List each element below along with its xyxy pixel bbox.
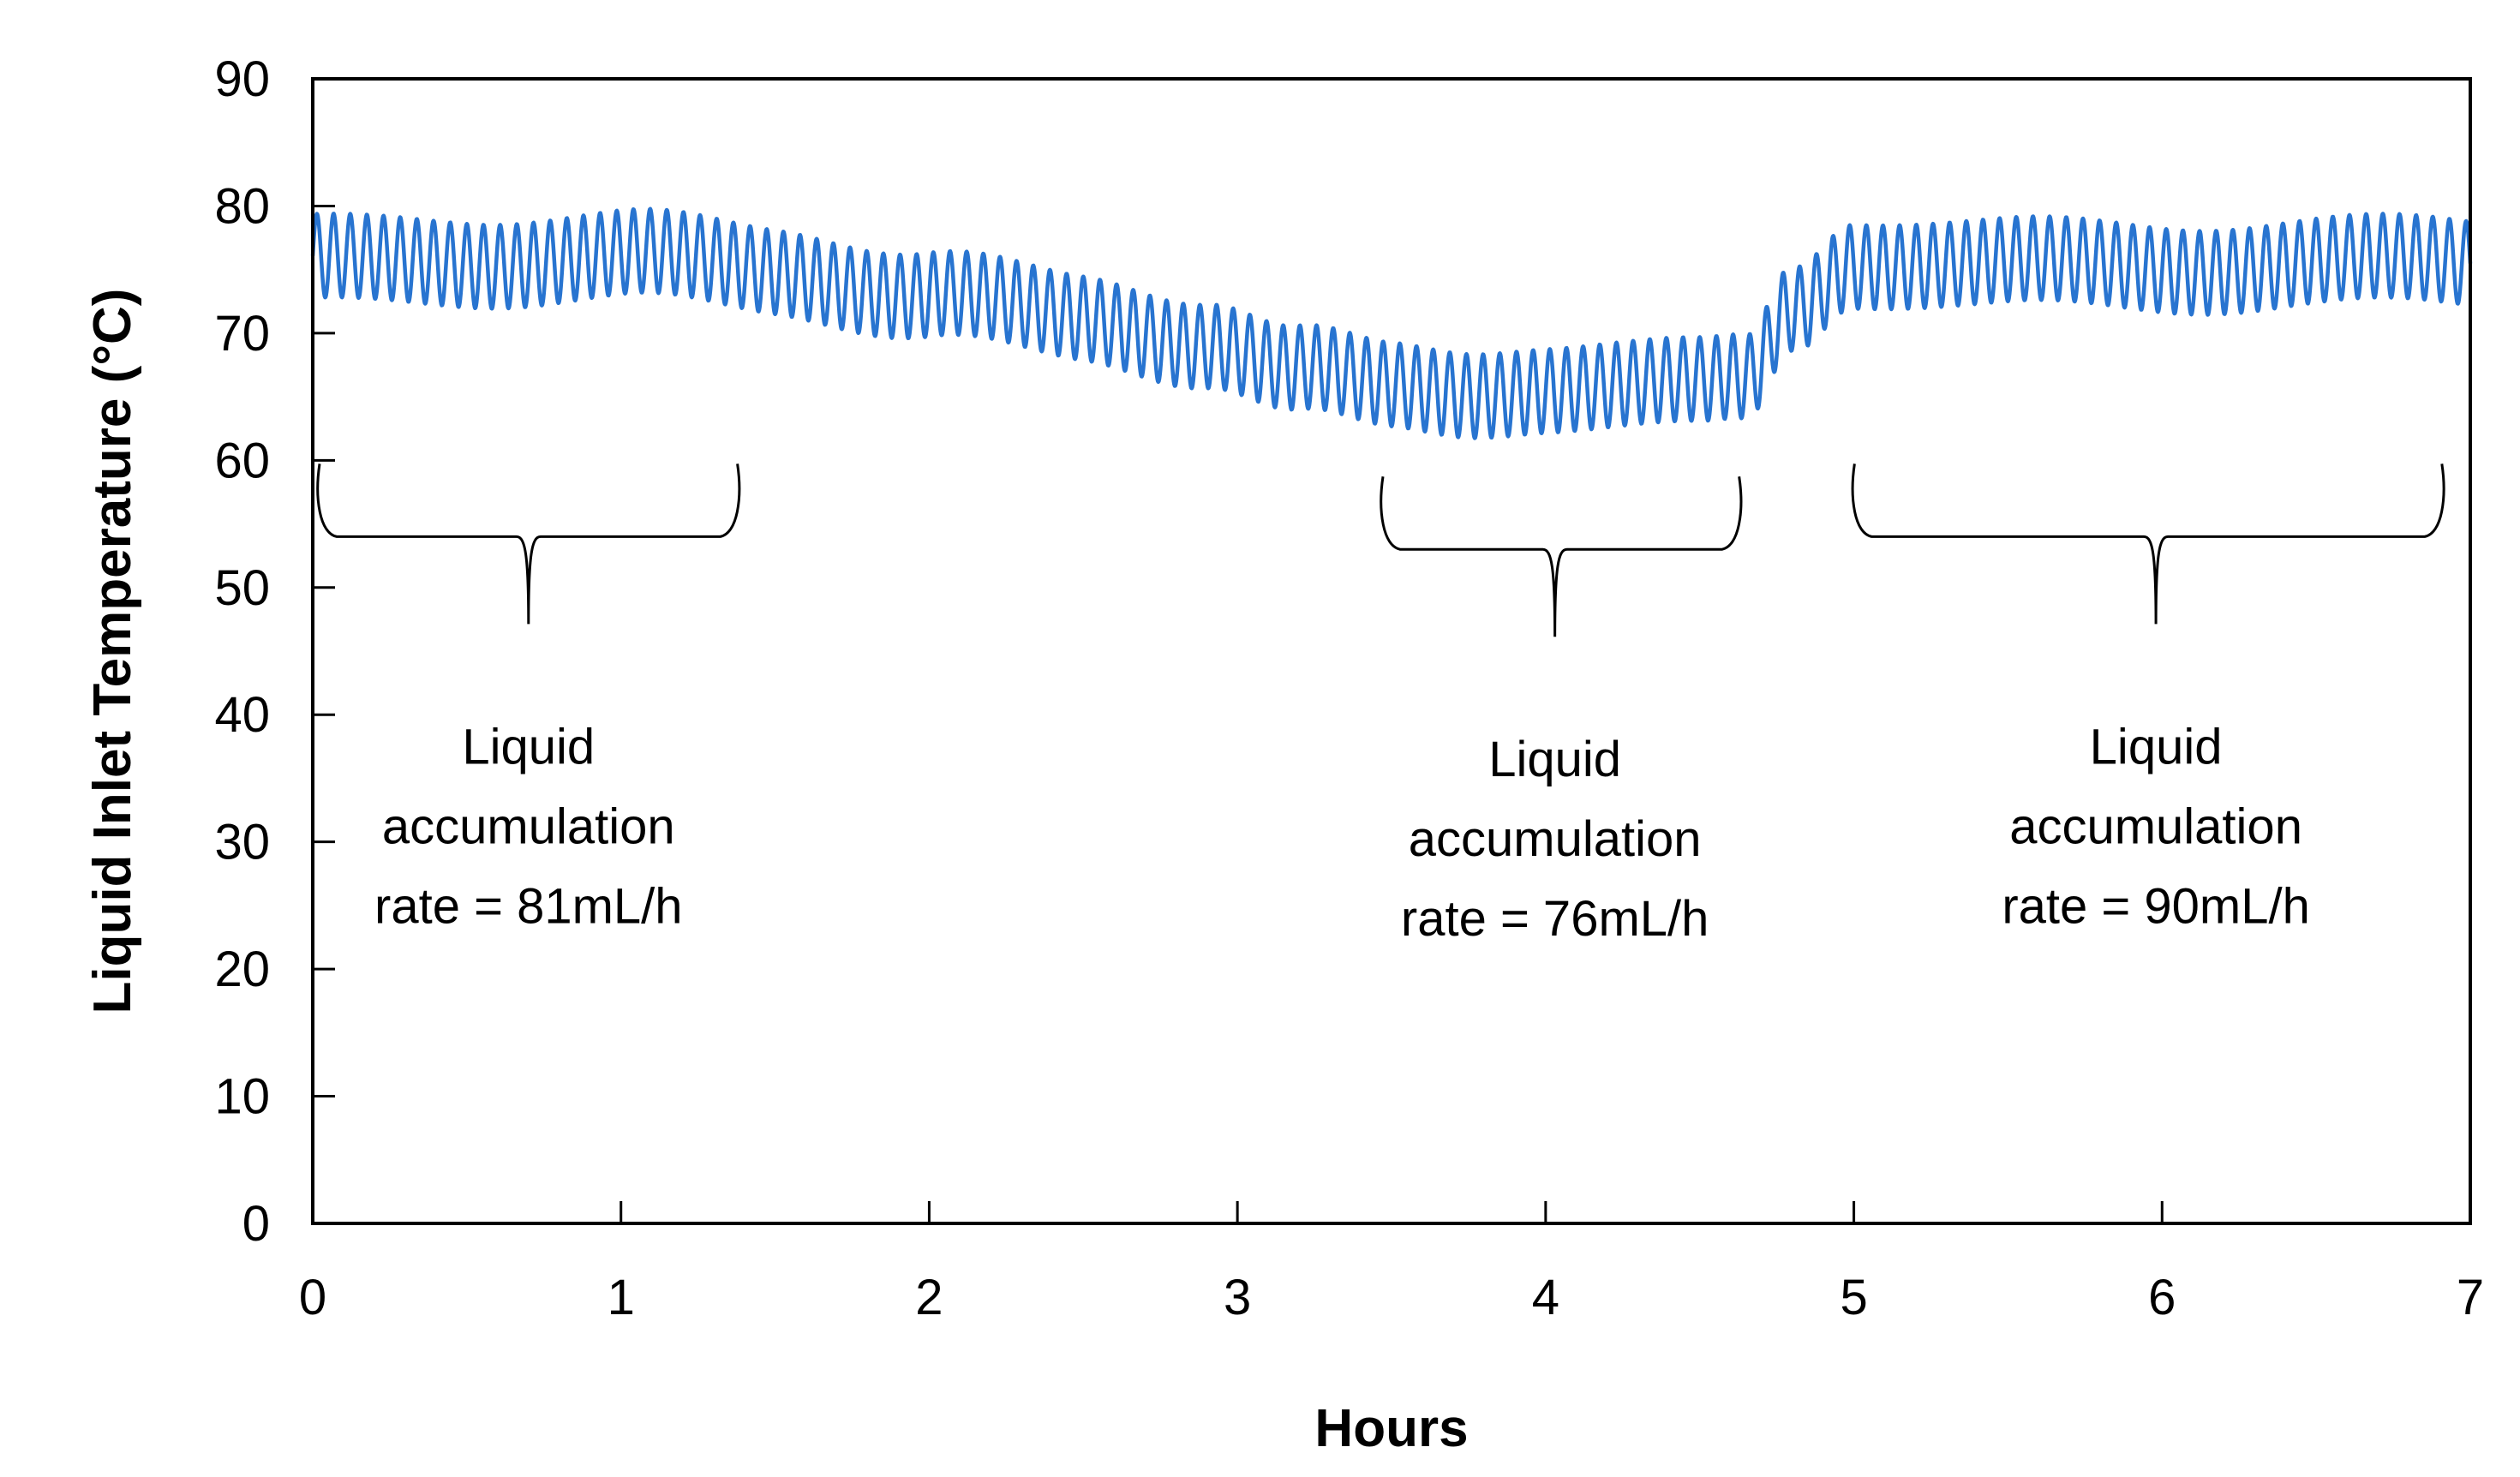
y-tick-label: 10 [214, 1069, 270, 1125]
y-tick-label: 40 [214, 687, 270, 743]
annotation-3: Liquid accumulation rate = 90mL/h [1851, 463, 2445, 934]
x-tick-label: 1 [608, 1270, 635, 1325]
y-axis-title: Liquid Inlet Temperature (°C) [83, 289, 142, 1014]
annotations: Liquid accumulation rate = 81mL/h Liquid acc… [316, 463, 2445, 947]
annotation-text-line: Liquid [1488, 732, 1621, 787]
plot-frame [311, 77, 2472, 1225]
x-axis-title: Hours [1314, 1399, 1468, 1458]
y-tick-label: 90 [214, 51, 270, 107]
annotation-text-line: accumulation [2009, 798, 2302, 854]
annotation-text-line: rate = 76mL/h [1401, 891, 1709, 947]
y-axis: 0 10 20 30 40 50 60 70 80 90 [214, 51, 335, 1252]
y-tick-label: 60 [214, 433, 270, 488]
y-tick-label: 20 [214, 942, 270, 997]
x-tick-label: 0 [299, 1270, 326, 1325]
y-tick-label: 80 [214, 178, 270, 234]
y-tick-label: 50 [214, 560, 270, 616]
x-tick-label: 5 [1840, 1270, 1867, 1325]
y-tick-label: 0 [242, 1196, 270, 1252]
x-tick-label: 7 [2457, 1270, 2484, 1325]
annotation-1: Liquid accumulation rate = 81mL/h [316, 463, 741, 934]
annotation-2: Liquid accumulation rate = 76mL/h [1380, 476, 1743, 947]
x-tick-label: 3 [1224, 1270, 1251, 1325]
annotation-text-line: Liquid [462, 719, 595, 774]
annotation-text-line: rate = 90mL/h [2002, 878, 2310, 934]
series-layer [310, 206, 2473, 440]
annotation-text-line: accumulation [382, 798, 675, 854]
annotation-brace [1380, 476, 1743, 637]
annotation-brace [1851, 463, 2445, 625]
x-axis: 0 1 2 3 4 5 6 7 [299, 1201, 2484, 1325]
y-tick-label: 30 [214, 815, 270, 870]
annotation-text-line: accumulation [1409, 811, 1702, 867]
annotation-text-line: rate = 81mL/h [374, 878, 683, 934]
annotation-text-line: Liquid [2090, 719, 2223, 774]
y-tick-label: 70 [214, 306, 270, 362]
temperature-series-line [310, 206, 2473, 440]
annotation-brace [316, 463, 741, 625]
x-tick-label: 6 [2148, 1270, 2176, 1325]
x-tick-label: 4 [1532, 1270, 1559, 1325]
x-tick-label: 2 [915, 1270, 943, 1325]
